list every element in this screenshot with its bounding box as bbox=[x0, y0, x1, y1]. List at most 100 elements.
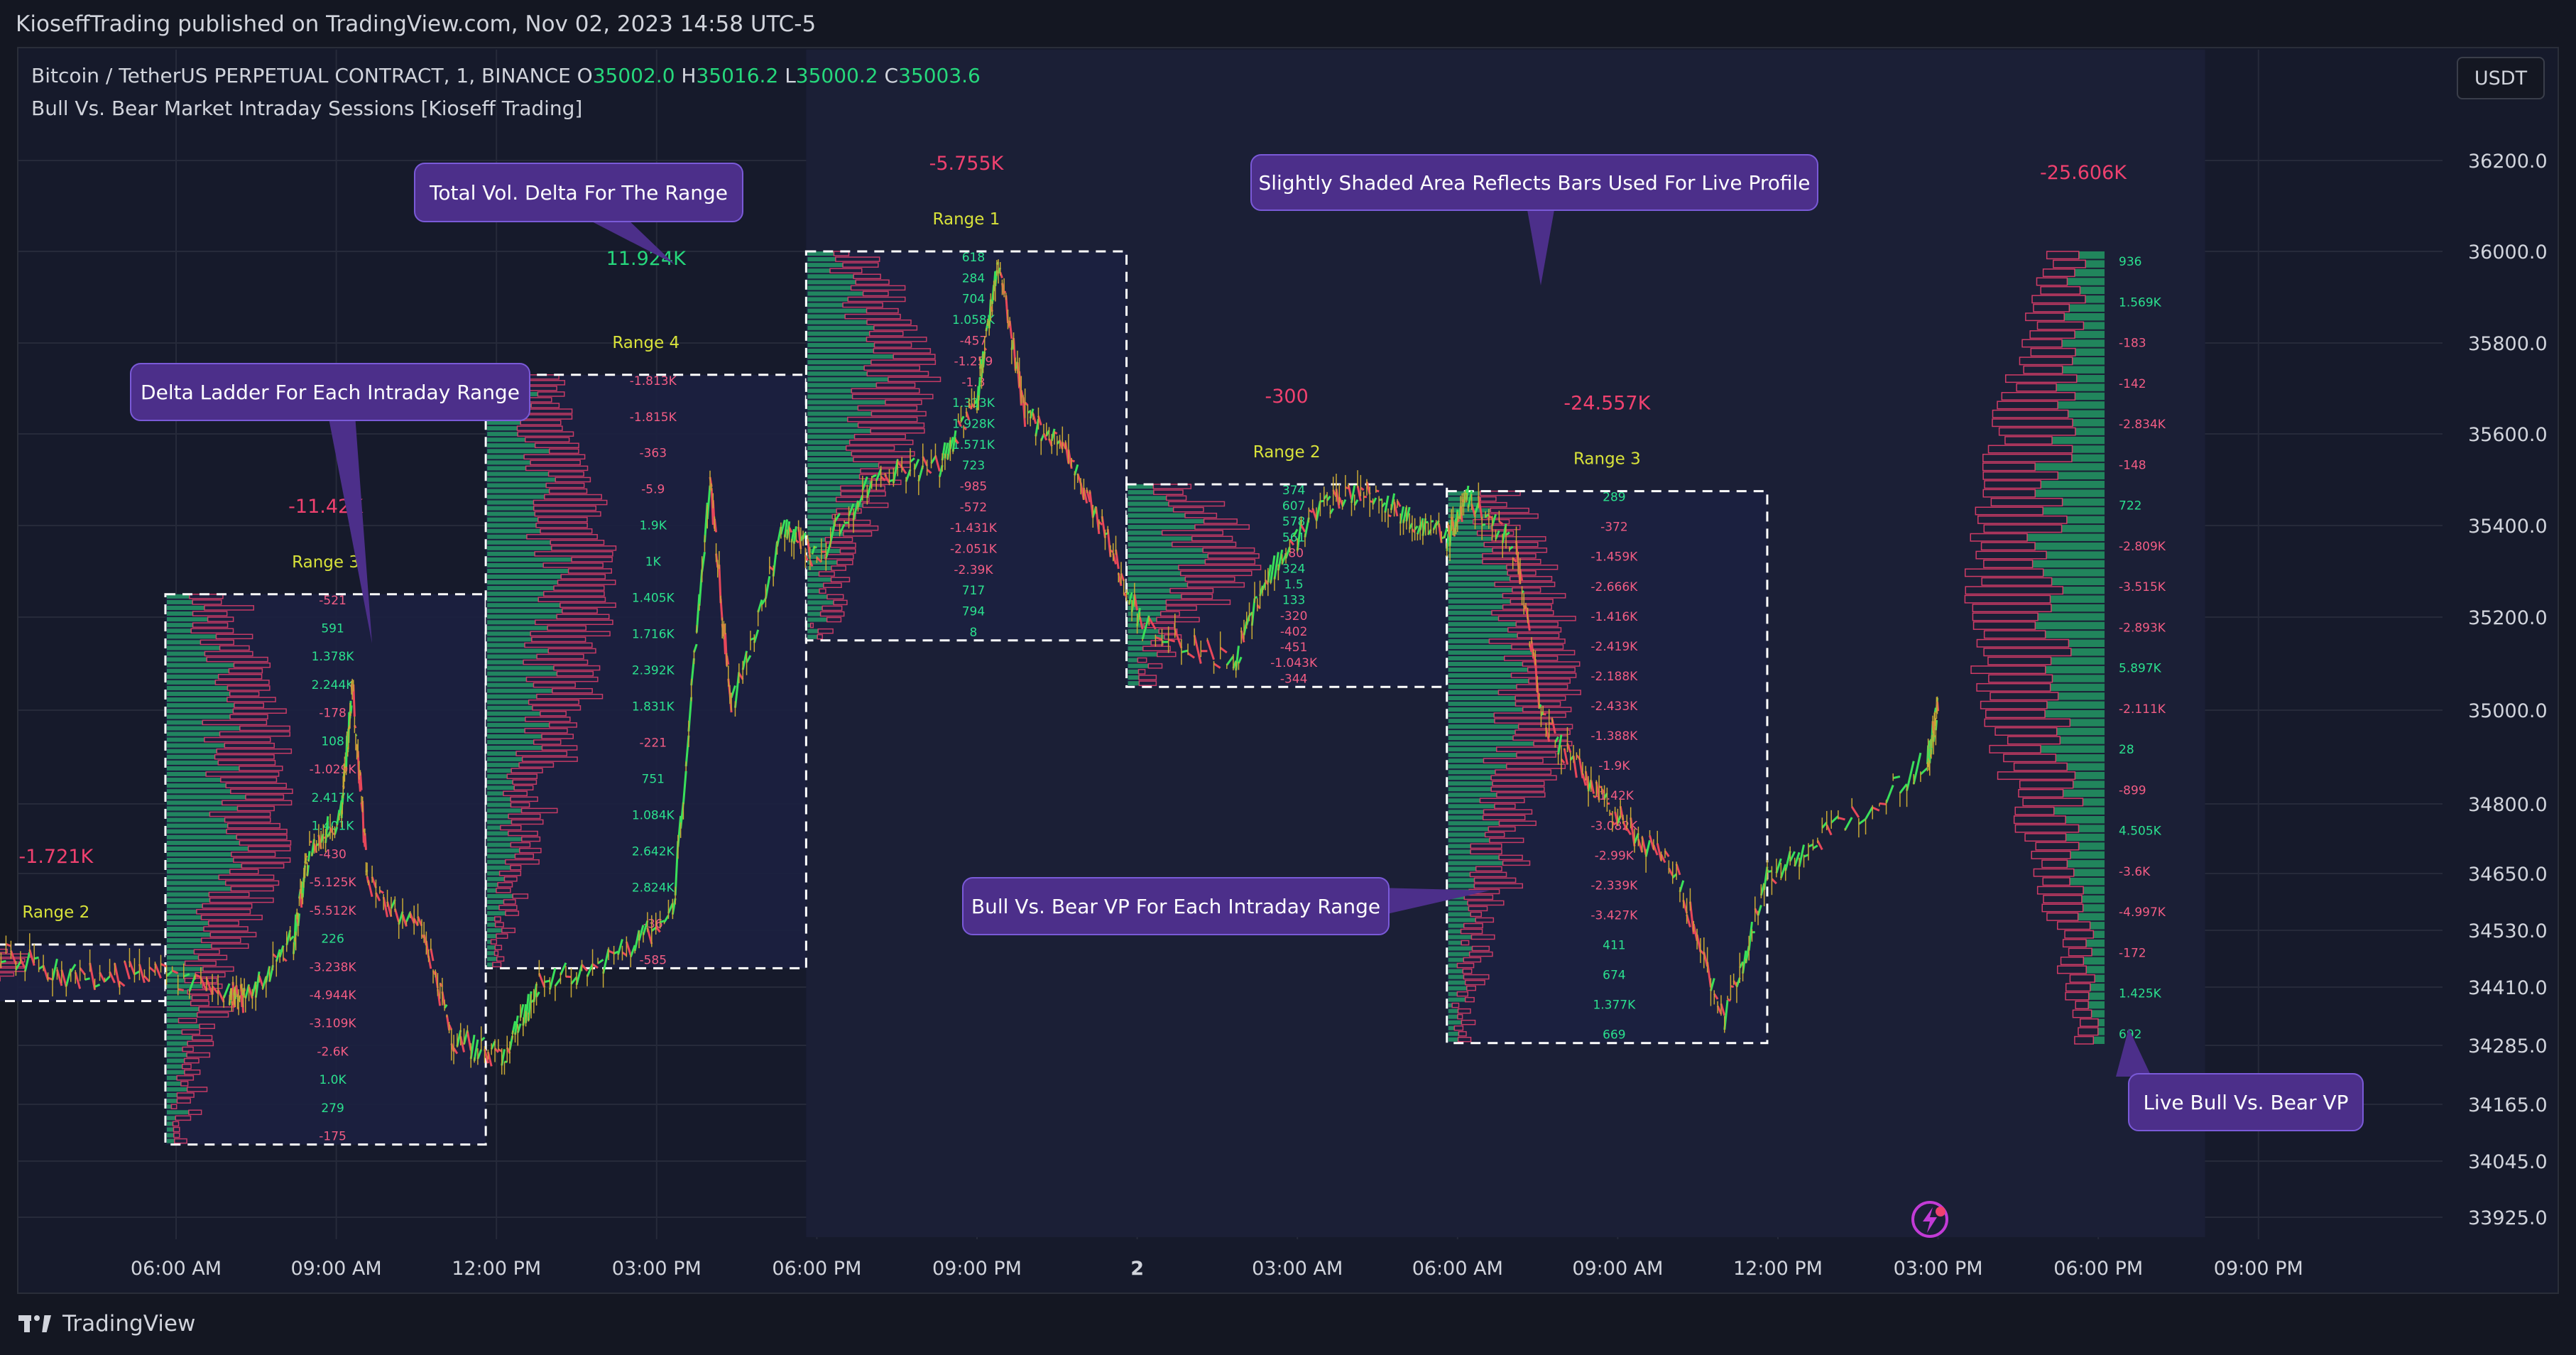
bull-profile-bar bbox=[487, 597, 539, 602]
bear-profile-bar bbox=[229, 714, 268, 720]
bull-profile-bar bbox=[1448, 832, 1485, 837]
live-bear-bar bbox=[2036, 321, 2085, 330]
live-bear-bar bbox=[2004, 436, 2053, 445]
candle-segment bbox=[1660, 854, 1666, 864]
y-axis-tick: 36000.0 bbox=[2468, 241, 2548, 263]
bull-profile-bar bbox=[166, 984, 203, 989]
bear-profile-bar bbox=[239, 840, 292, 846]
bull-profile-bar bbox=[166, 823, 228, 828]
bull-profile-bar bbox=[487, 643, 525, 648]
bull-profile-bar bbox=[166, 851, 231, 857]
bull-profile-bar bbox=[1448, 667, 1528, 672]
candle-segment bbox=[1633, 832, 1639, 844]
symbol-title[interactable]: Bitcoin / TetherUS PERPETUAL CONTRACT, 1… bbox=[31, 64, 571, 87]
bear-profile-bar bbox=[857, 422, 925, 428]
bull-profile-bar bbox=[807, 383, 877, 388]
bear-profile-bar bbox=[1488, 638, 1566, 644]
bull-profile-bar bbox=[807, 428, 871, 433]
bull-profile-bar bbox=[807, 331, 870, 336]
bear-profile-bar bbox=[514, 853, 535, 859]
bull-profile-bar bbox=[1448, 582, 1495, 587]
live-ladder-value: -4.997K bbox=[2119, 905, 2166, 920]
candle-segment bbox=[629, 945, 636, 957]
bear-profile-bar bbox=[1207, 553, 1260, 559]
live-bull-bar bbox=[2075, 428, 2105, 435]
bear-profile-bar bbox=[1522, 707, 1572, 712]
bull-profile-bar bbox=[807, 440, 850, 445]
bull-profile-bar bbox=[1448, 644, 1512, 649]
bear-profile-bar bbox=[1511, 644, 1564, 650]
bull-profile-bar bbox=[487, 494, 545, 499]
candle-segment bbox=[1803, 854, 1809, 858]
live-bull-bar bbox=[2045, 665, 2105, 674]
bull-profile-bar bbox=[487, 768, 512, 773]
bear-profile-bar bbox=[888, 376, 942, 383]
delta-ladder-value: -1.815K bbox=[630, 410, 677, 425]
tradingview-brand[interactable]: TradingView bbox=[18, 1311, 195, 1337]
bear-profile-bar bbox=[1138, 680, 1157, 687]
bull-profile-bar bbox=[487, 917, 495, 922]
candle-segment bbox=[94, 983, 101, 988]
candle-segment bbox=[1906, 761, 1915, 791]
callout-box bbox=[414, 163, 743, 222]
candle-segment bbox=[1825, 824, 1833, 836]
candle-segment bbox=[591, 963, 599, 969]
candle-segment bbox=[417, 915, 423, 927]
live-bear-bar bbox=[2029, 330, 2075, 339]
bull-profile-bar bbox=[166, 898, 210, 903]
bear-profile-bar bbox=[541, 734, 574, 739]
candle-segment bbox=[1477, 496, 1483, 520]
bear-profile-bar bbox=[1143, 622, 1175, 628]
bull-profile-bar bbox=[487, 609, 562, 614]
candle-segment bbox=[772, 541, 779, 577]
bear-profile-bar bbox=[207, 616, 234, 622]
bear-profile-bar bbox=[512, 893, 529, 899]
delta-ladder-value: 284 bbox=[962, 271, 985, 285]
bear-profile-bar bbox=[843, 530, 873, 537]
candle-segment bbox=[650, 926, 657, 932]
bear-profile-bar bbox=[519, 847, 542, 854]
close-label: C bbox=[884, 64, 899, 87]
bear-profile-bar bbox=[533, 682, 576, 688]
bull-profile-bar bbox=[487, 751, 517, 756]
bull-profile-bar bbox=[166, 938, 202, 943]
bear-profile-bar bbox=[1466, 985, 1476, 991]
indicator-title[interactable]: Bull Vs. Bear Market Intraday Sessions [… bbox=[31, 97, 583, 120]
live-bull-bar bbox=[2081, 895, 2105, 903]
bull-profile-bar bbox=[487, 940, 491, 945]
bull-profile-bar bbox=[166, 892, 209, 897]
bear-profile-bar bbox=[517, 431, 574, 437]
candle-segment bbox=[1155, 636, 1163, 641]
bull-profile-bar bbox=[487, 580, 558, 585]
bear-profile-bar bbox=[228, 668, 263, 674]
bull-profile-bar bbox=[487, 791, 503, 796]
candle-segment bbox=[28, 949, 36, 967]
bull-profile-bar bbox=[1448, 610, 1492, 615]
bull-profile-bar bbox=[1128, 513, 1186, 518]
bull-profile-bar bbox=[487, 654, 537, 659]
bear-profile-bar bbox=[535, 522, 588, 528]
bear-profile-bar bbox=[187, 989, 214, 995]
callout-2: Slightly Shaded Area Reflects Bars Used … bbox=[1250, 154, 1818, 285]
bull-profile-bar bbox=[487, 854, 515, 859]
bull-profile-bar bbox=[807, 589, 820, 594]
bear-profile-bar bbox=[201, 937, 241, 943]
bull-profile-bar bbox=[487, 814, 509, 819]
live-bull-bar bbox=[2035, 621, 2105, 630]
bull-profile-bar bbox=[166, 709, 234, 714]
candle-segment bbox=[114, 962, 121, 988]
bear-profile-bar bbox=[219, 731, 291, 737]
bull-profile-bar bbox=[487, 734, 542, 739]
live-bull-bar bbox=[2070, 648, 2105, 656]
bear-profile-bar bbox=[497, 882, 513, 888]
bear-profile-bar bbox=[200, 639, 234, 646]
bull-profile-bar bbox=[166, 967, 204, 972]
bear-profile-bar bbox=[1153, 489, 1184, 496]
bear-profile-bar bbox=[533, 739, 562, 745]
bear-profile-bar bbox=[1484, 832, 1505, 838]
live-bull-bar bbox=[2092, 948, 2105, 956]
range-box-border bbox=[1446, 490, 1769, 1045]
live-bear-bar bbox=[2040, 285, 2081, 295]
currency-button[interactable]: USDT bbox=[2457, 57, 2545, 99]
